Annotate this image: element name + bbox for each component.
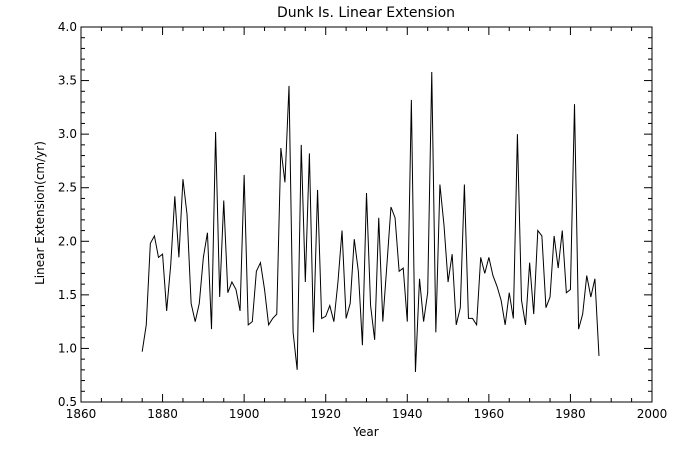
y-tick-label: 4.0	[58, 20, 77, 34]
y-tick-label: 2.5	[58, 181, 77, 195]
y-tick-label: 3.0	[58, 127, 77, 141]
x-tick-label: 1900	[229, 407, 260, 421]
x-tick-label: 2000	[637, 407, 668, 421]
y-axis: 0.5 1.0 1.5 2.0 2.5 3.0 3.5 4.0	[58, 20, 652, 409]
y-tick-label: 1.0	[58, 341, 77, 355]
y-tick-label: 1.5	[58, 288, 77, 302]
y-tick-label: 3.5	[58, 74, 77, 88]
x-axis-label: Year	[352, 425, 378, 439]
x-tick-label: 1940	[392, 407, 423, 421]
plot-frame	[80, 26, 653, 403]
x-tick-label: 1960	[474, 407, 505, 421]
chart-title: Dunk Is. Linear Extension	[277, 5, 455, 21]
y-tick-label: 2.0	[58, 234, 77, 248]
y-axis-label: Linear Extension(cm/yr)	[33, 141, 47, 285]
x-axis: 1860 1880 1900 1920 1940 1960 1980 2000	[66, 27, 668, 421]
x-tick-label: 1920	[310, 407, 341, 421]
x-tick-label: 1880	[147, 407, 178, 421]
x-tick-label: 1980	[555, 407, 586, 421]
y-tick-label: 0.5	[58, 395, 77, 409]
x-tick-label: 1860	[66, 407, 97, 421]
series-line	[141, 71, 600, 373]
